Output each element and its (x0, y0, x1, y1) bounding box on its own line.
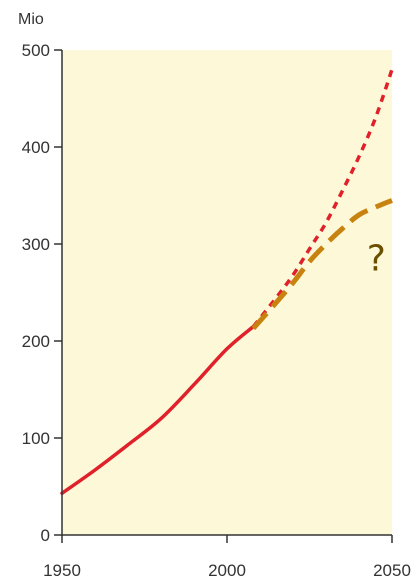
tick-labels: 0 100 200 300 400 500 1950 2000 2050 (22, 41, 411, 580)
y-tick-label: 0 (41, 526, 50, 545)
x-tick-label: 2000 (208, 561, 246, 580)
y-tick-label: 200 (22, 332, 50, 351)
annotation-question-mark: ? (367, 239, 386, 280)
x-tick-label: 2050 (373, 561, 411, 580)
series-layer (60, 68, 394, 496)
y-tick-label: 300 (22, 235, 50, 254)
y-axis-unit-label: Mio (18, 11, 44, 28)
annotations: ? (367, 239, 386, 280)
projection-low-line (251, 198, 393, 331)
y-tick-label: 500 (22, 41, 50, 60)
plot-area (62, 50, 392, 535)
historical-line (60, 324, 256, 496)
y-tick-label: 100 (22, 429, 50, 448)
x-tick-label: 1950 (43, 561, 81, 580)
y-tick-label: 400 (22, 138, 50, 157)
projection-high-line (252, 68, 394, 328)
